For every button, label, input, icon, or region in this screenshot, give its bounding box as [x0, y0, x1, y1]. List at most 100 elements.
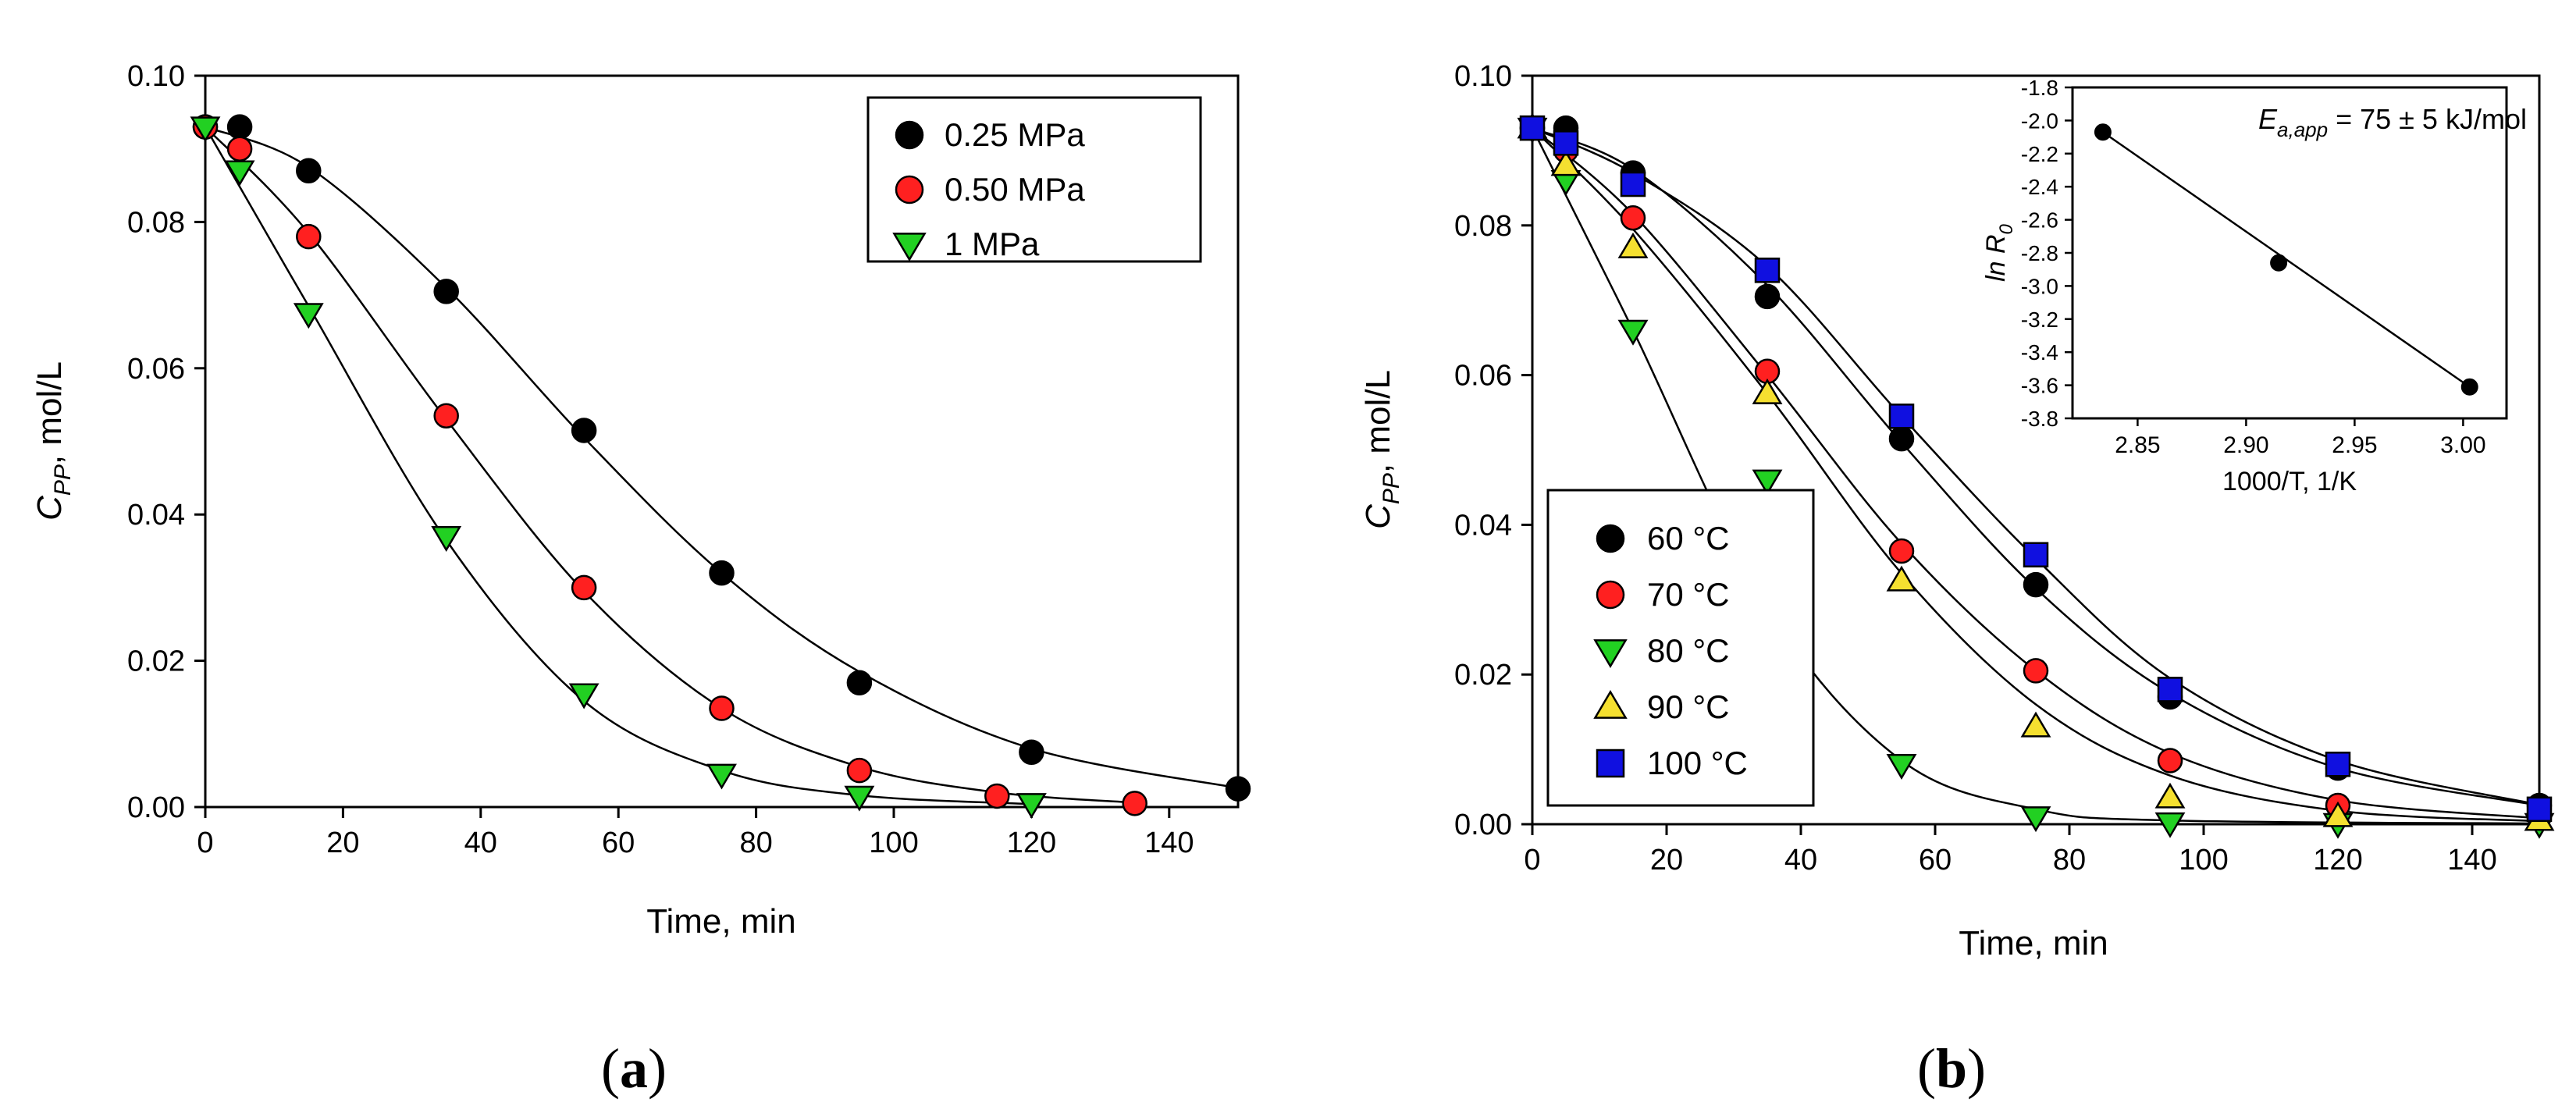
a-curve-1 [205, 126, 1135, 804]
a-ytick-label-1: 0.02 [127, 645, 185, 678]
a-legend-label-0: 0.25 MPa [945, 116, 1085, 153]
inset-ytick-label-6: -3.0 [2021, 274, 2058, 298]
b-point-2-2 [1617, 319, 1649, 346]
b-legend-marker-2 [1593, 639, 1628, 669]
b-point-4-6 [2157, 677, 2183, 702]
panel-a-legend-items: 0.25 MPa 0.50 MPa 1 MPa [892, 116, 1085, 262]
a-point-1-5 [709, 695, 735, 721]
panel-a-axes: 0 20 40 60 80 100 120 140 0.00 0.02 0.04 0.06 0.08 0.… [127, 60, 1194, 859]
b-xtick-label-4: 80 [2053, 844, 2086, 877]
b-point-3-2 [1617, 232, 1649, 258]
b-point-3-4 [1886, 565, 1917, 592]
a-point-1-4 [571, 574, 597, 601]
b-ytick-label-4: 0.08 [1454, 210, 1512, 243]
inset-ytick-label-8: -3.4 [2021, 340, 2058, 364]
inset-annotation-rest: = 75 ± 5 kJ/mol [2328, 103, 2527, 135]
panel-a-ylabel-rest: , mol/L [30, 361, 69, 464]
panel-a-plot-frame [204, 74, 1240, 809]
inset-ytick-label-10: -3.8 [2021, 407, 2058, 431]
b-point-2-6 [2154, 812, 2186, 838]
inset-annotation: Ea,app = 75 ± 5 kJ/mol [2258, 103, 2527, 141]
panel-a-points [190, 114, 1251, 820]
panel-a-legend: 0.25 MPa 0.50 MPa 1 MPa [866, 96, 1202, 263]
inset-annotation-sub: a,app [2277, 118, 2328, 141]
panel-b-axes: 0 20 40 60 80 100 120 140 0.00 0.02 0.04 0.06 0.08 0.… [1454, 60, 2497, 877]
a-point-1-8 [1122, 791, 1147, 816]
inset-annotation-main: E [2258, 103, 2278, 135]
a-legend-marker-0 [895, 120, 924, 150]
inset-point-2 [2460, 378, 2478, 396]
b-point-0-5 [2023, 571, 2049, 598]
a-ytick-label-5: 0.10 [127, 60, 185, 93]
inset-point-0 [2094, 123, 2112, 141]
b-point-4-2 [1620, 171, 1646, 197]
a-legend-marker-1 [895, 175, 924, 204]
a-point-0-4 [571, 418, 597, 443]
b-point-1-5 [2023, 658, 2049, 684]
inset-point-1 [2270, 254, 2288, 272]
b-point-2-5 [2020, 806, 2051, 833]
a-xtick-label-7: 140 [1144, 827, 1194, 859]
b-ytick-label-5: 0.10 [1454, 60, 1512, 93]
inset-ytick-label-7: -3.2 [2021, 308, 2058, 332]
inset-ytick-label-1: -2.0 [2021, 108, 2058, 133]
inset-ylabel-main: ln R [1981, 234, 2011, 281]
inset-xtick-label-0: 2.85 [2115, 432, 2160, 458]
a-point-0-7 [1019, 739, 1044, 765]
a-point-0-6 [846, 670, 873, 695]
inset-xtick-label-2: 2.95 [2332, 432, 2377, 458]
b-xtick-label-5: 100 [2179, 844, 2228, 877]
a-xtick-label-6: 120 [1007, 827, 1056, 859]
panel-b-inset: 2.85 2.90 2.95 3.00 -1.8 -2.0 -2.2 -2.4 -2.6 -2.8… [1981, 76, 2527, 509]
panel-b-letter: b [1936, 1037, 1967, 1100]
b-xtick-label-6: 120 [2313, 844, 2362, 877]
a-ytick-label-4: 0.08 [127, 206, 185, 239]
b-legend-marker-1 [1596, 580, 1625, 610]
a-point-0-1 [226, 114, 253, 140]
b-point-3-1 [1550, 150, 1582, 176]
panel-a-ylabel: CPP, mol/L [30, 361, 76, 521]
panel-b-ylabel-sub: PP [1379, 473, 1404, 504]
a-point-1-1 [226, 136, 253, 162]
inset-ytick-label-9: -3.6 [2021, 374, 2058, 398]
panel-b: 0 20 40 60 80 100 120 140 0.00 0.02 0.04 0.06 0.08 0.… [1359, 60, 2555, 1100]
b-xtick-label-0: 0 [1524, 844, 1540, 877]
a-xtick-label-0: 0 [197, 827, 213, 859]
a-xtick-label-2: 40 [464, 827, 497, 859]
b-point-4-4 [1888, 404, 1915, 429]
panel-a-xlabel: Time, min [646, 902, 796, 941]
b-point-2-3 [1752, 469, 1783, 496]
b-point-3-7 [2322, 801, 2354, 827]
a-point-2-4 [568, 683, 600, 709]
b-ytick-label-0: 0.00 [1454, 809, 1512, 841]
inset-axes: 2.85 2.90 2.95 3.00 -1.8 -2.0 -2.2 -2.4 -2.6 -2.8… [2021, 76, 2486, 458]
panel-a: 0 20 40 60 80 100 120 140 0.00 0.02 0.04 0.06 0.08 0.… [30, 60, 1251, 1100]
b-point-1-4 [1888, 538, 1915, 564]
b-ytick-label-1: 0.02 [1454, 659, 1512, 692]
b-legend-label-0: 60 °C [1647, 520, 1730, 556]
inset-ytick-label-0: -1.8 [2021, 76, 2058, 100]
b-point-3-5 [2020, 711, 2051, 738]
a-point-2-7 [1016, 793, 1047, 820]
a-point-2-1 [224, 160, 255, 187]
a-point-2-2 [293, 303, 324, 329]
inset-xtick-label-1: 2.90 [2223, 432, 2268, 458]
b-xtick-label-1: 20 [1650, 844, 1683, 877]
b-legend-marker-4 [1596, 749, 1625, 778]
a-legend-marker-2 [892, 233, 927, 262]
a-point-1-3 [433, 403, 459, 428]
panel-a-ylabel-sub: PP [50, 464, 76, 496]
a-ytick-label-0: 0.00 [127, 791, 185, 824]
panel-b-label: (b) [1917, 1037, 1986, 1100]
panel-a-ylabel-main: C [30, 495, 69, 521]
panel-b-legend-items: 60 °C 70 °C 80 °C 90 °C 100 °C [1593, 520, 1748, 781]
a-xtick-label-5: 100 [869, 827, 918, 859]
b-point-0-3 [1754, 283, 1781, 310]
a-legend-label-1: 0.50 MPa [945, 171, 1085, 208]
b-point-4-1 [1553, 130, 1579, 156]
a-point-2-3 [431, 526, 462, 553]
b-point-3-3 [1752, 378, 1783, 404]
a-legend-label-2: 1 MPa [945, 226, 1040, 262]
a-point-0-3 [433, 279, 459, 304]
